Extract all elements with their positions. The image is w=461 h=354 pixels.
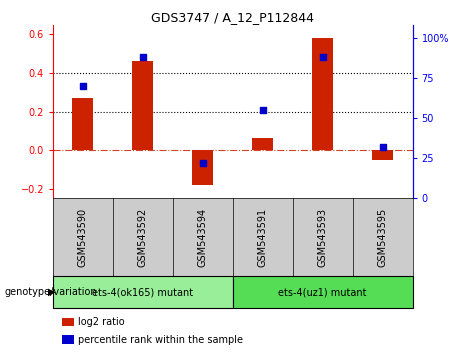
Bar (192, 150, 213, 185)
Bar (132, 61, 154, 150)
Bar (62, 318, 74, 326)
Bar (72, 98, 94, 150)
Text: ets-4(uz1) mutant: ets-4(uz1) mutant (278, 287, 367, 297)
Bar (53, 276, 233, 308)
Text: GSM543593: GSM543593 (318, 207, 328, 267)
Point (199, 160, 207, 166)
Text: GSM543591: GSM543591 (258, 207, 268, 267)
Text: genotype/variation: genotype/variation (5, 287, 97, 297)
Bar (372, 150, 393, 160)
Text: log2 ratio: log2 ratio (78, 317, 125, 327)
Bar (252, 138, 273, 150)
Point (259, 107, 266, 113)
Point (319, 54, 326, 60)
Text: GSM543590: GSM543590 (78, 207, 88, 267)
Bar (233, 276, 413, 308)
Point (139, 54, 147, 60)
Bar (312, 38, 333, 150)
Text: percentile rank within the sample: percentile rank within the sample (78, 335, 243, 345)
Text: GSM543595: GSM543595 (378, 207, 388, 267)
Title: GDS3747 / A_12_P112844: GDS3747 / A_12_P112844 (151, 11, 314, 24)
Point (79, 83, 87, 88)
Text: ▶: ▶ (48, 287, 55, 297)
Point (379, 144, 386, 150)
Bar (62, 335, 74, 344)
Text: GSM543594: GSM543594 (198, 207, 208, 267)
Text: GSM543592: GSM543592 (138, 207, 148, 267)
Text: ets-4(ok165) mutant: ets-4(ok165) mutant (92, 287, 194, 297)
